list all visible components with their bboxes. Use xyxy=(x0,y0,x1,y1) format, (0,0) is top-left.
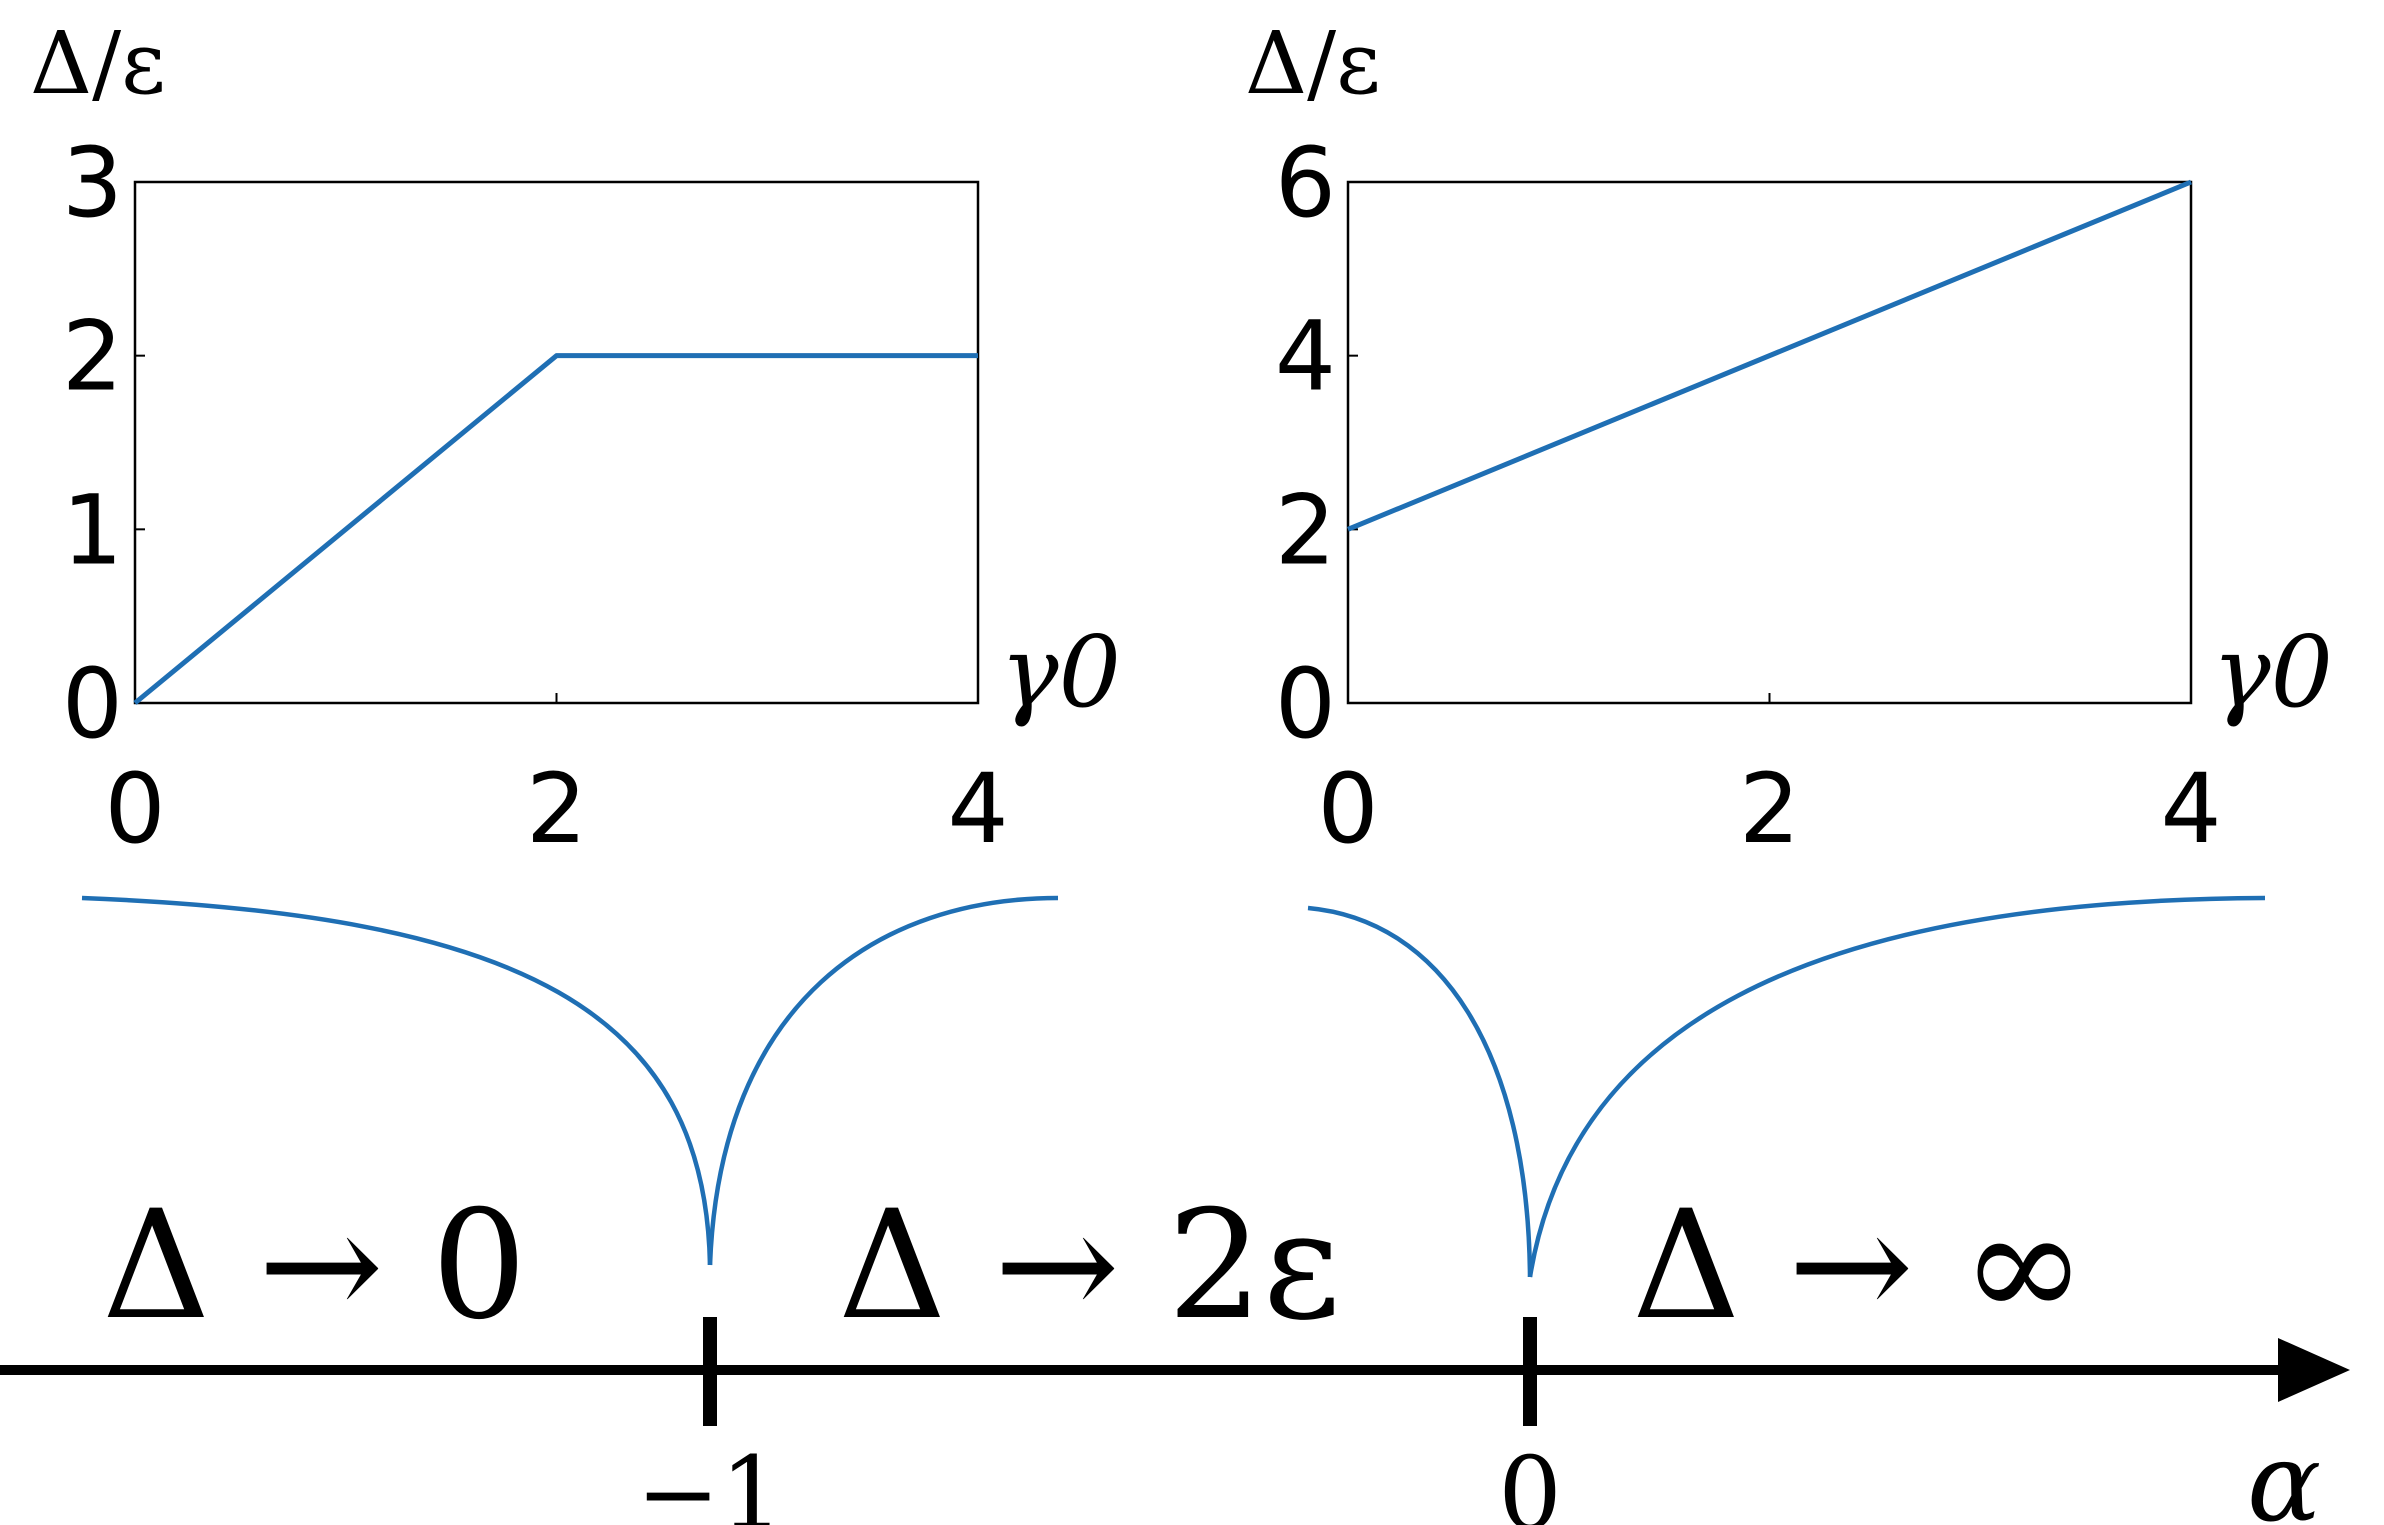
ticks-left: 0 2 4 0 1 2 3 xyxy=(62,127,1009,865)
x-tick-label: 2 xyxy=(526,753,587,865)
y-tick-label: 2 xyxy=(1275,474,1336,586)
alpha-axis: −1 0 α xyxy=(0,1317,2350,1525)
x-tick-label: 4 xyxy=(2160,753,2221,865)
y-tick-label: 1 xyxy=(62,474,123,586)
xlabel-left: γ0 xyxy=(1000,616,1121,730)
region-label-1: Δ → 0 xyxy=(102,1179,527,1353)
plot-frame-left xyxy=(133,180,980,705)
ylabel-left: Δ/ε xyxy=(30,14,166,114)
cusp-left-arm-a xyxy=(81,895,713,1266)
connector-curves xyxy=(81,895,2266,1278)
chart-left: Δ/ε γ0 0 2 4 0 1 2 3 xyxy=(30,14,1121,865)
cusp-left-arm-b xyxy=(707,895,1059,1266)
cusp-right-arm-a xyxy=(1307,905,1533,1278)
ylabel-right: Δ/ε xyxy=(1245,14,1381,114)
region-label-3: Δ → ∞ xyxy=(1632,1179,2086,1353)
y-tick-label: 3 xyxy=(62,127,123,239)
chart-right: Δ/ε γ0 0 2 4 0 2 4 6 xyxy=(1245,14,2333,865)
ticks-right: 0 2 4 0 2 4 6 xyxy=(1275,127,2222,865)
y-tick-label: 0 xyxy=(62,648,123,760)
alpha-axis-arrowhead xyxy=(2278,1338,2350,1402)
alpha-axis-label: α xyxy=(2247,1418,2321,1525)
x-tick-label: 0 xyxy=(104,753,165,865)
x-tick-label: 0 xyxy=(1317,753,1378,865)
x-tick-label: 2 xyxy=(1739,753,1800,865)
region-label-2: Δ → 2ε xyxy=(838,1179,1341,1353)
x-tick-label: 4 xyxy=(947,753,1008,865)
y-tick-label: 2 xyxy=(62,301,123,413)
y-tick-label: 6 xyxy=(1275,127,1336,239)
y-tick-label: 0 xyxy=(1275,648,1336,760)
alpha-tick-label-minus-one: −1 xyxy=(636,1435,783,1525)
cusp-right-arm-b xyxy=(1527,895,2266,1278)
alpha-tick-label-zero: 0 xyxy=(1498,1435,1562,1525)
series-line-right xyxy=(1347,179,2192,532)
plot-frame-right xyxy=(1346,180,2193,705)
y-tick-label: 4 xyxy=(1275,301,1336,413)
xlabel-right: γ0 xyxy=(2212,616,2333,730)
series-line-left xyxy=(133,353,978,705)
